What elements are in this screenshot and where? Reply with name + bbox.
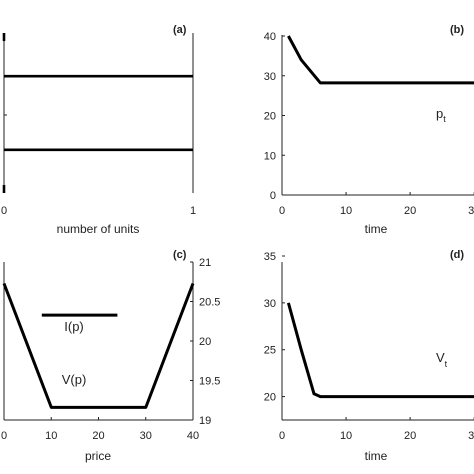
panel-c-y2tick-tick-4: 21: [199, 257, 211, 269]
panel-b-xtick-3: 30: [468, 205, 474, 217]
panel-c-xtick-2: 20: [92, 430, 104, 442]
panel-d-curve-label: Vt: [436, 350, 448, 369]
panel-b-xtick-0: 0: [279, 205, 285, 217]
panel-c-y2tick-tick-0: 19: [199, 415, 211, 427]
panel-b-xtick-1: 10: [340, 205, 352, 217]
panel-c-label: (c): [173, 249, 187, 261]
panel-b-ytick-tick-4: 40: [264, 31, 276, 43]
panel-d-xtick-2: 20: [404, 430, 416, 442]
panel-d-label: (d): [450, 249, 464, 261]
panel-d-xlabel: time: [365, 449, 388, 463]
panel-d-ytick-tick-3: 35: [264, 251, 276, 263]
panel-b-xtick-2: 20: [404, 205, 416, 217]
panel-b-ytick-tick-1: 10: [264, 150, 276, 162]
panel-d-series: [286, 302, 474, 399]
panel-b-ytick-tick-0: 0: [270, 190, 276, 202]
panel-c-y2tick-tick-3: 20.5: [199, 297, 220, 309]
panel-d-curve-label-main: V: [436, 350, 445, 365]
panel-c-xtick-0: 0: [1, 430, 7, 442]
panel-a-xtick-1: 1: [190, 205, 196, 217]
panel-b-series: [287, 35, 474, 85]
panel-a: 0 1 number of units (a): [1, 24, 196, 236]
panel-d-ytick-tick-0: 20: [264, 392, 276, 404]
panel-d-xtick-3: 30: [468, 430, 474, 442]
panel-a-label: (a): [173, 24, 187, 36]
panel-d-xtick-1: 10: [340, 430, 352, 442]
panel-b-xlabel: time: [365, 222, 388, 236]
panel-c-y2tick-tick-1: 19.5: [199, 376, 220, 388]
panel-d: 0 10 20 30 20 25 30 35 Vt time (d): [264, 249, 474, 463]
panel-d-xtick-0: 0: [279, 430, 285, 442]
panel-d-ticks: 0 10 20 30 20 25 30 35: [264, 251, 474, 442]
panel-c-ip-label: I(p): [64, 319, 84, 334]
panel-c-vp-label: V(p): [62, 372, 87, 387]
panel-d-curve-vt: [286, 302, 474, 399]
panel-b-ticks: 0 10 20 30 0 10 20 30 40: [264, 31, 474, 217]
panel-c-xtick-4: 40: [187, 430, 199, 442]
panel-c-curve-vp: [2, 282, 195, 409]
panel-a-xtick-0: 0: [1, 205, 7, 217]
panel-c-xlabel: price: [85, 449, 111, 463]
panel-c-series: [2, 282, 195, 409]
panel-a-xlabel: number of units: [57, 222, 140, 236]
panel-b-ytick-tick-3: 30: [264, 71, 276, 83]
panel-c-y2tick-tick-2: 20: [199, 336, 211, 348]
panel-b-label: (b): [450, 24, 464, 36]
panel-d-ytick-tick-1: 25: [264, 345, 276, 357]
panel-b-curve-pt: [287, 35, 474, 85]
panel-b: 0 10 20 30 0 10 20 30 40 pt time (b): [264, 24, 474, 236]
panel-b-curve-label-sub: t: [443, 114, 446, 124]
panel-c-xtick-3: 30: [140, 430, 152, 442]
panel-c-xtick-1: 10: [45, 430, 57, 442]
panel-b-ytick-tick-2: 20: [264, 111, 276, 123]
panel-d-ytick-tick-2: 30: [264, 298, 276, 310]
panel-a-series: [2, 33, 193, 193]
panel-b-curve-label: pt: [436, 106, 446, 124]
panel-b-curve-label-main: p: [436, 106, 443, 121]
panel-d-curve-label-sub: t: [445, 359, 448, 369]
